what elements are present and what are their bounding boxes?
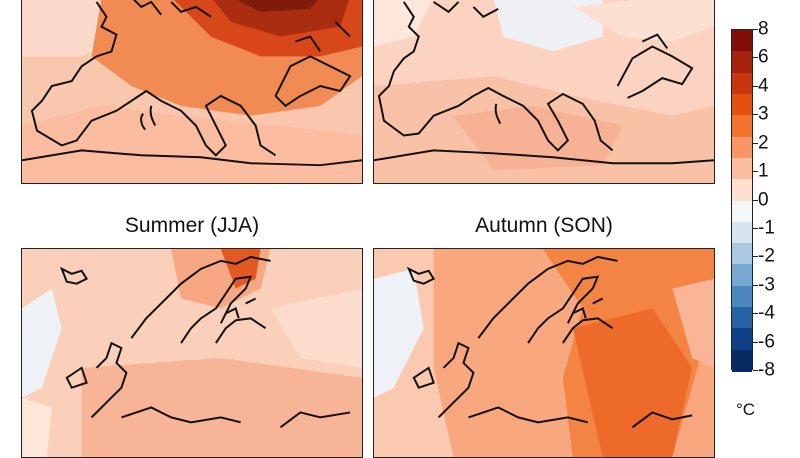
colorbar-segment [732,30,752,52]
colorbar-segment [732,285,752,308]
colorbar-tick-label: -3 [758,274,775,296]
colorbar-segment [732,307,752,329]
colorbar-segment [732,200,752,223]
panel-title-summer: Summer (JJA) [124,214,260,237]
colorbar-tick [753,199,758,201]
map-panel-summer [21,248,363,458]
map-panel-autumn [373,248,715,458]
colorbar-tick-label: 8 [758,18,769,40]
colorbar-tick-label: -6 [758,331,775,353]
colorbar-tick [753,256,758,258]
panel-title-autumn: Autumn (SON) [475,214,613,237]
colorbar-tick-label: 0 [758,189,769,210]
colorbar-tick-label: 6 [758,46,769,68]
colorbar-tick-label: 2 [758,132,769,154]
colorbar-unit: °C [736,400,756,419]
colorbar-tick-label: -1 [758,217,775,239]
colorbar-tick [753,284,758,286]
map-panel-spring [373,0,715,184]
colorbar-segment [732,328,752,351]
map-panel-winter [21,0,363,184]
colorbar-tick [753,114,758,116]
colorbar-segment [732,157,752,180]
colorbar-tick [753,142,758,144]
colorbar-tick [753,227,758,229]
colorbar-tick-label: 3 [758,103,769,125]
colorbar-segment [732,264,752,287]
colorbar-segment [732,136,752,159]
colorbar-tick-label: -2 [758,245,775,267]
colorbar-segment [732,115,752,138]
colorbar-segment [732,179,752,202]
colorbar-segment [732,72,752,95]
colorbar-segment [732,51,752,74]
colorbar-tick [753,57,758,59]
colorbar-segment [732,221,752,244]
colorbar-tick [753,171,758,173]
colorbar-tick [753,313,758,315]
colorbar-tick-label: -4 [758,302,775,324]
colorbar-tick [753,370,758,371]
colorbar-tick-label: 4 [758,75,769,97]
colorbar-tick-label: 1 [758,160,769,182]
colorbar-tick-label: -8 [758,359,775,381]
colorbar [731,29,753,372]
colorbar-tick [753,341,758,343]
colorbar-tick [753,85,758,87]
colorbar-segment [732,349,752,372]
colorbar-segment [732,243,752,266]
colorbar-tick [753,29,758,30]
colorbar-segment [732,93,752,116]
